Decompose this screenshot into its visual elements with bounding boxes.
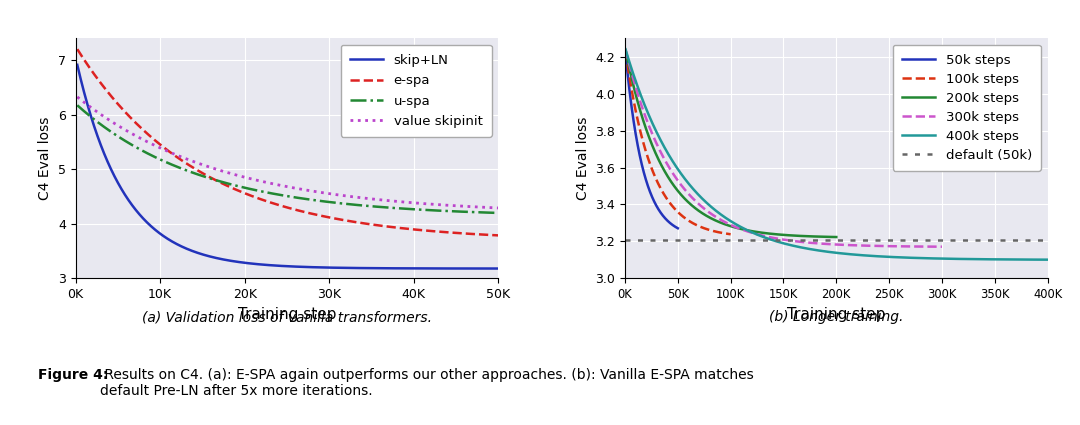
200k steps: [700, 213, 713, 218]
200k steps: [826, 235, 839, 240]
200k steps: [802, 234, 815, 239]
skip+LN: [144, 223, 157, 228]
100k steps: [660, 195, 673, 200]
100k steps: [631, 117, 644, 122]
u-spa: [438, 208, 451, 213]
Line: 300k steps: 300k steps: [625, 50, 942, 246]
100k steps: [619, 49, 632, 54]
value skipinit: [251, 178, 264, 183]
skip+LN: [484, 266, 497, 271]
200k steps: [708, 218, 721, 223]
Y-axis label: C4 Eval loss: C4 Eval loss: [576, 116, 590, 200]
Text: Figure 4:: Figure 4:: [38, 368, 108, 382]
Line: 50k steps: 50k steps: [625, 53, 678, 228]
e-spa: [484, 232, 497, 238]
Legend: skip+LN, e-spa, u-spa, value skipinit: skip+LN, e-spa, u-spa, value skipinit: [340, 45, 491, 137]
e-spa: [144, 134, 157, 139]
300k steps: [929, 244, 942, 249]
u-spa: [491, 210, 504, 215]
skip+LN: [71, 62, 84, 68]
100k steps: [711, 230, 724, 235]
400k steps: [619, 47, 632, 52]
300k steps: [656, 151, 669, 156]
Y-axis label: C4 Eval loss: C4 Eval loss: [38, 116, 52, 200]
default (50k): [619, 237, 632, 242]
e-spa: [232, 188, 245, 193]
u-spa: [484, 210, 497, 215]
value skipinit: [144, 141, 157, 146]
u-spa: [119, 139, 132, 144]
50k steps: [671, 225, 684, 230]
300k steps: [895, 244, 908, 249]
skip+LN: [438, 266, 451, 271]
400k steps: [799, 246, 812, 251]
value skipinit: [71, 94, 84, 99]
100k steps: [725, 232, 738, 237]
300k steps: [741, 229, 754, 234]
e-spa: [491, 233, 504, 238]
default (50k): [619, 237, 632, 242]
100k steps: [723, 232, 735, 237]
200k steps: [619, 48, 632, 53]
u-spa: [232, 184, 245, 189]
value skipinit: [491, 205, 504, 210]
50k steps: [664, 221, 677, 227]
skip+LN: [232, 259, 245, 264]
u-spa: [71, 103, 84, 108]
skip+LN: [251, 261, 264, 266]
Line: skip+LN: skip+LN: [78, 65, 498, 269]
50k steps: [619, 51, 632, 56]
u-spa: [144, 152, 157, 157]
300k steps: [935, 244, 948, 249]
value skipinit: [119, 128, 132, 133]
Line: e-spa: e-spa: [78, 49, 498, 235]
50k steps: [642, 183, 654, 188]
value skipinit: [484, 205, 497, 210]
value skipinit: [232, 173, 245, 178]
400k steps: [692, 193, 705, 198]
50k steps: [625, 104, 638, 109]
skip+LN: [119, 193, 132, 198]
X-axis label: Training step: Training step: [787, 307, 886, 322]
e-spa: [71, 47, 84, 52]
e-spa: [438, 230, 451, 235]
200k steps: [643, 136, 656, 141]
50k steps: [629, 125, 642, 130]
200k steps: [656, 164, 669, 169]
400k steps: [1032, 257, 1045, 262]
u-spa: [251, 188, 264, 193]
e-spa: [119, 110, 132, 115]
Line: 400k steps: 400k steps: [625, 49, 1048, 260]
skip+LN: [491, 266, 504, 271]
50k steps: [639, 176, 652, 181]
Text: (a) Validation loss of vanilla transformers.: (a) Validation loss of vanilla transform…: [141, 310, 432, 324]
300k steps: [754, 232, 767, 238]
300k steps: [619, 47, 632, 52]
X-axis label: Training step: Training step: [238, 307, 336, 322]
e-spa: [251, 196, 264, 201]
400k steps: [1041, 257, 1054, 262]
Line: value skipinit: value skipinit: [78, 97, 498, 208]
50k steps: [672, 226, 685, 231]
400k steps: [667, 160, 680, 165]
300k steps: [674, 181, 687, 187]
Line: u-spa: u-spa: [78, 105, 498, 213]
100k steps: [664, 201, 677, 206]
400k steps: [987, 257, 1000, 262]
Legend: 50k steps, 100k steps, 200k steps, 300k steps, 400k steps, default (50k): 50k steps, 100k steps, 200k steps, 300k …: [893, 45, 1041, 171]
Text: (b) Longer training.: (b) Longer training.: [769, 310, 904, 324]
200k steps: [829, 235, 842, 240]
100k steps: [637, 142, 650, 147]
400k steps: [781, 242, 794, 247]
Text: Results on C4. (a): E-SPA again outperforms our other approaches. (b): Vanilla E: Results on C4. (a): E-SPA again outperfo…: [100, 368, 754, 398]
Line: 200k steps: 200k steps: [625, 50, 836, 237]
value skipinit: [438, 203, 451, 208]
Line: 100k steps: 100k steps: [625, 51, 731, 234]
